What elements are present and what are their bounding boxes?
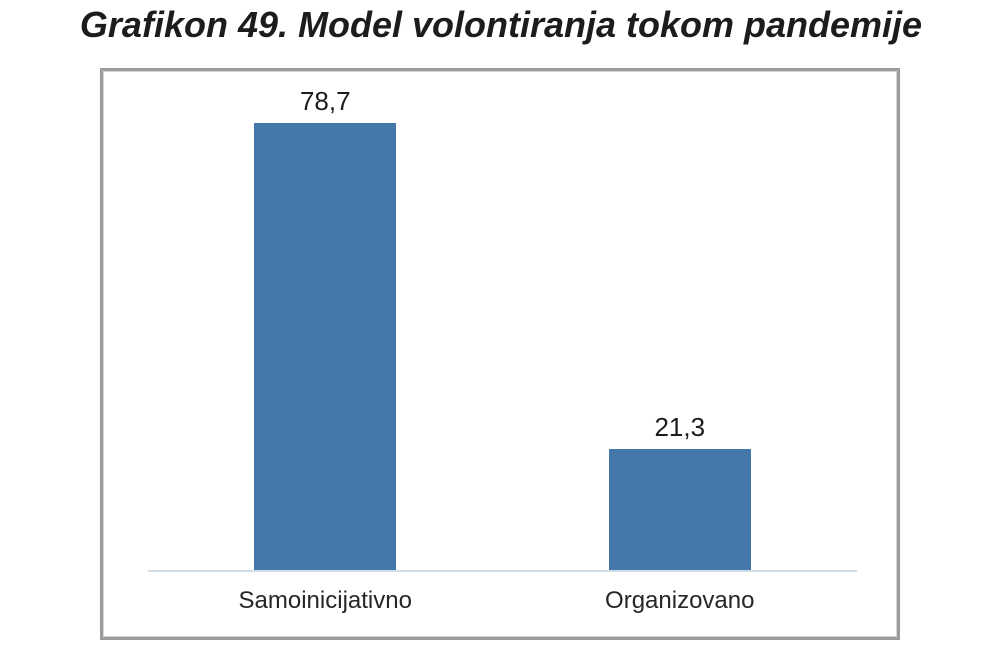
value-label: 21,3 [654, 412, 706, 442]
bar [254, 123, 397, 570]
category-label: Samoinicijativno [238, 587, 412, 614]
bars-row: 78,7 Samoinicijativno 21,3 Organizovano [148, 71, 858, 614]
plot-area: 78,7 Samoinicijativno 21,3 Organizovano [103, 71, 897, 637]
x-axis-line [148, 570, 857, 572]
bar-group: 78,7 Samoinicijativno [148, 71, 503, 614]
bar-group: 21,3 Organizovano [503, 71, 858, 614]
chart-frame: 78,7 Samoinicijativno 21,3 Organizovano [100, 68, 900, 640]
bar [608, 449, 751, 570]
value-label: 78,7 [299, 86, 351, 116]
category-label: Organizovano [605, 587, 755, 614]
chart-title: Grafikon 49. Model volontiranja tokom pa… [79, 4, 923, 45]
